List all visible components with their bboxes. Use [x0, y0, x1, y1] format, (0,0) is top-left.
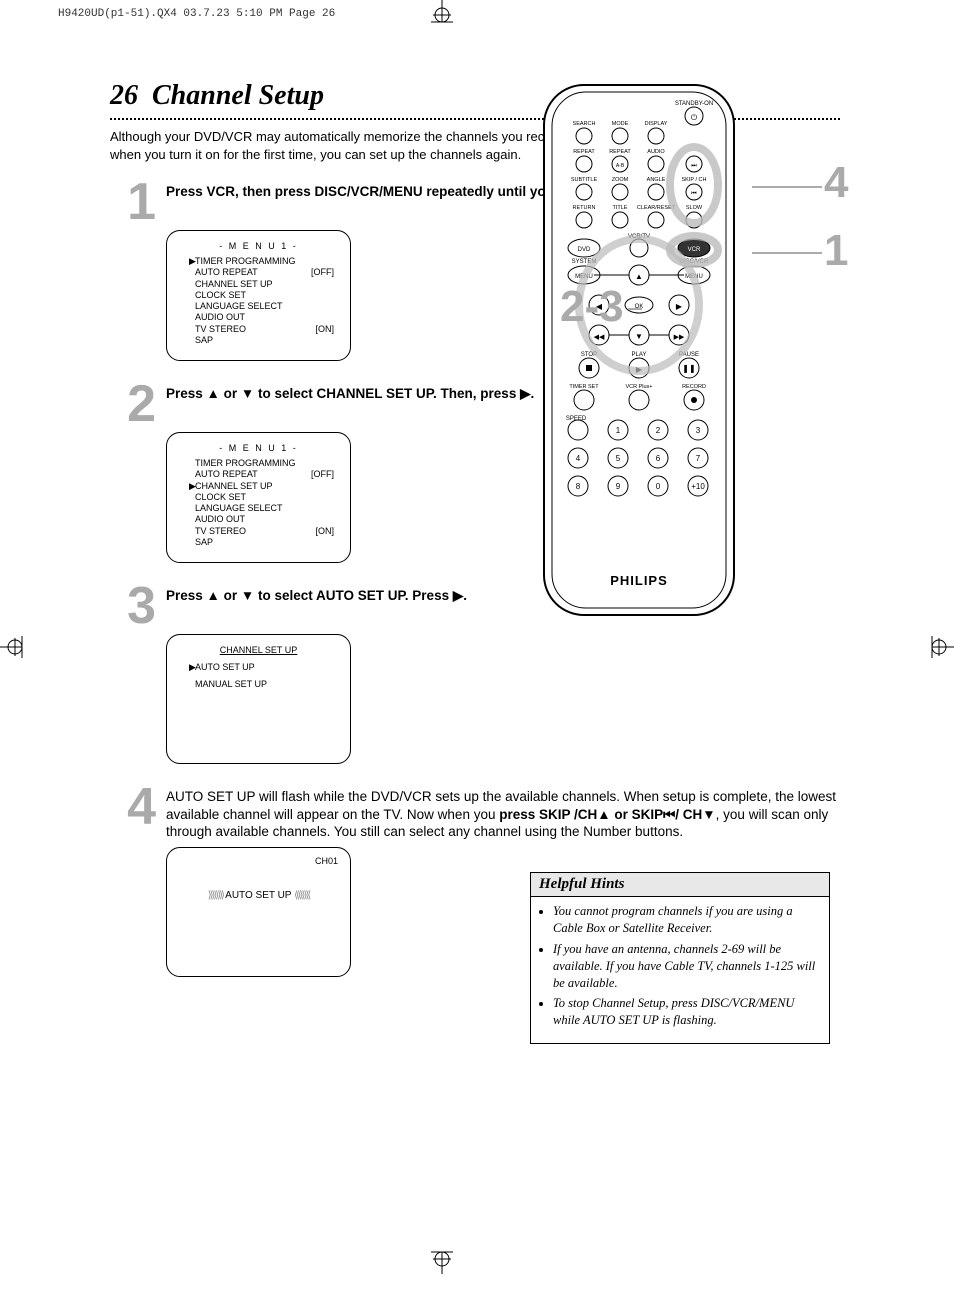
hints-list: You cannot program channels if you are u… — [531, 897, 829, 1043]
step-number-3: 3 — [110, 583, 156, 630]
callout-2-3: 2-3 — [560, 282, 624, 332]
step-4-body: AUTO SET UP will flash while the DVD/VCR… — [166, 784, 840, 841]
title-text: Channel Setup — [152, 80, 324, 111]
svg-text:DVD: DVD — [578, 247, 591, 253]
svg-text:PLAY: PLAY — [632, 352, 647, 358]
step4-bold: press SKIP /CH▲ or SKIP⏮/ CH▼ — [499, 807, 715, 822]
svg-text:7: 7 — [696, 454, 701, 463]
svg-text:DISPLAY: DISPLAY — [645, 121, 668, 127]
svg-text:AUDIO: AUDIO — [647, 149, 665, 155]
svg-text:REPEAT: REPEAT — [573, 149, 595, 155]
svg-text:SEARCH: SEARCH — [573, 121, 596, 127]
crop-mark-bottom — [427, 1244, 457, 1274]
svg-text:9: 9 — [616, 482, 621, 491]
svg-text:1: 1 — [616, 426, 621, 435]
hints-item: You cannot program channels if you are u… — [553, 903, 819, 937]
callout-4: 4 — [824, 158, 848, 208]
intro-paragraph: Although your DVD/VCR may automatically … — [110, 128, 570, 163]
svg-text:VCR: VCR — [688, 247, 701, 253]
remote-diagram: STANDBY-ON ⏻ SEARCH MODE DISPLAY REPEAT REPE… — [524, 80, 754, 625]
svg-text:ZOOM: ZOOM — [612, 177, 629, 183]
svg-text:4: 4 — [576, 454, 581, 463]
svg-text:SKIP / CH: SKIP / CH — [682, 177, 707, 183]
svg-text:TIMER SET: TIMER SET — [569, 384, 599, 390]
svg-text:A-B: A-B — [616, 163, 625, 169]
step-number-4: 4 — [110, 784, 156, 831]
menu-2-box: - M E N U 1 -TIMER PROGRAMMINGAUTO REPEA… — [166, 432, 351, 563]
print-header: H9420UD(p1-51).QX4 03.7.23 5:10 PM Page … — [58, 8, 335, 20]
svg-text:❚❚: ❚❚ — [682, 364, 695, 373]
hints-item: If you have an antenna, channels 2-69 wi… — [553, 941, 819, 992]
callout-1: 1 — [824, 226, 848, 276]
svg-text:SLOW: SLOW — [686, 205, 703, 211]
svg-text:SUBTITLE: SUBTITLE — [571, 177, 598, 183]
svg-text:▶▶: ▶▶ — [674, 334, 685, 341]
page-number: 26 — [110, 80, 138, 111]
svg-text:2: 2 — [656, 426, 661, 435]
svg-text:RETURN: RETURN — [573, 205, 596, 211]
crop-mark-left — [0, 632, 30, 662]
svg-text:▼: ▼ — [635, 332, 643, 341]
screen-4-box: CH01 ⟩⟩⟩⟩⟩⟩⟩⟩ AUTO SET UP ⟨⟨⟨⟨⟨⟨⟨⟨ — [166, 847, 351, 977]
step-4: 4 AUTO SET UP will flash while the DVD/V… — [110, 784, 840, 841]
svg-text:◀◀: ◀◀ — [594, 334, 605, 341]
menu-3-box: CHANNEL SET UP▶AUTO SET UPMANUAL SET UP — [166, 634, 351, 764]
crop-mark-right — [924, 632, 954, 662]
svg-text:TITLE: TITLE — [613, 205, 628, 211]
autosetup-label: AUTO SET UP — [225, 890, 291, 901]
hints-title: Helpful Hints — [531, 873, 829, 897]
svg-text:▶: ▶ — [676, 302, 683, 311]
svg-text:MODE: MODE — [612, 121, 629, 127]
svg-text:⏻: ⏻ — [691, 113, 698, 122]
step-number-1: 1 — [110, 179, 156, 226]
svg-text:5: 5 — [616, 454, 621, 463]
callout-line-23 — [628, 308, 642, 310]
hints-item: To stop Channel Setup, press DISC/VCR/ME… — [553, 995, 819, 1029]
callout-line-4 — [752, 186, 822, 188]
menu-1-box: - M E N U 1 -▶TIMER PROGRAMMINGAUTO REPE… — [166, 230, 351, 361]
svg-text:RECORD: RECORD — [682, 384, 706, 390]
svg-text:PHILIPS: PHILIPS — [610, 573, 668, 588]
svg-text:SPEED: SPEED — [566, 416, 587, 422]
svg-text:8: 8 — [576, 482, 581, 491]
svg-text:REPEAT: REPEAT — [609, 149, 631, 155]
step-number-2: 2 — [110, 381, 156, 428]
svg-text:⏭: ⏭ — [691, 163, 697, 169]
svg-text:0: 0 — [656, 482, 661, 491]
svg-text:+10: +10 — [691, 482, 705, 491]
standby-label: STANDBY-ON — [675, 101, 713, 107]
svg-text:3: 3 — [696, 426, 701, 435]
svg-text:▲: ▲ — [635, 272, 643, 281]
screen-4-channel: CH01 — [179, 856, 338, 866]
svg-text:⏮: ⏮ — [691, 191, 697, 197]
callout-line-1 — [752, 252, 822, 254]
svg-text:VCR Plus+: VCR Plus+ — [625, 384, 652, 390]
crop-mark-top — [427, 0, 457, 30]
hints-box: Helpful Hints You cannot program channel… — [530, 872, 830, 1044]
svg-text:ANGLE: ANGLE — [647, 177, 666, 183]
screen-4-autosetup: ⟩⟩⟩⟩⟩⟩⟩⟩ AUTO SET UP ⟨⟨⟨⟨⟨⟨⟨⟨ — [179, 890, 338, 901]
svg-text:6: 6 — [656, 454, 661, 463]
